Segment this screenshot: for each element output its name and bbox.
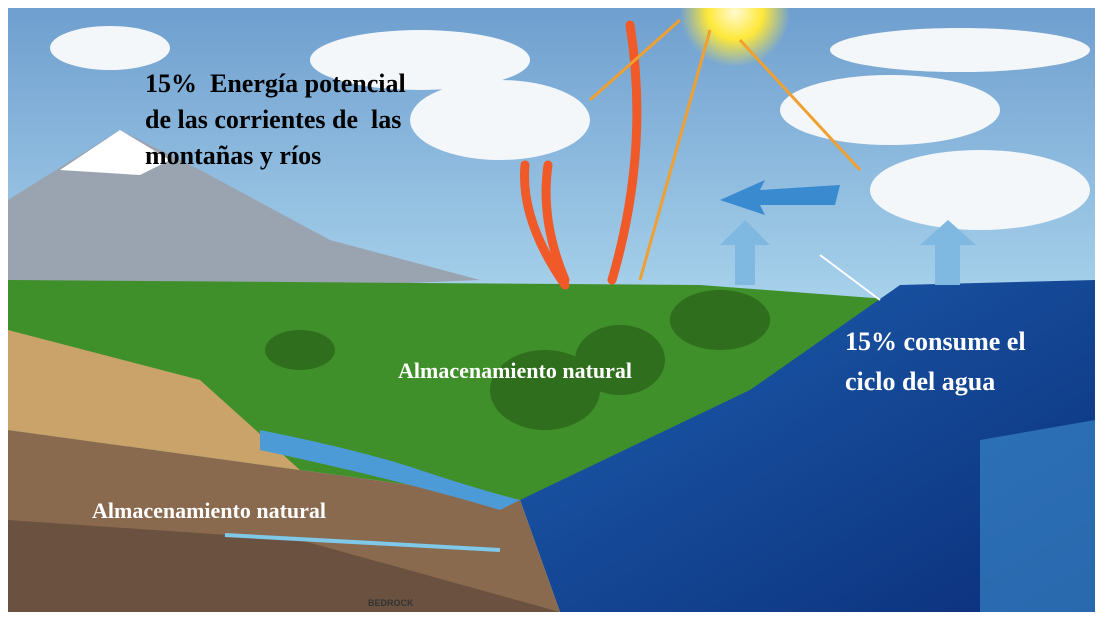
label-line: 15% Energía potencial [145, 69, 406, 98]
label-line: montañas y ríos [145, 141, 321, 170]
label-line: ciclo del agua [845, 367, 995, 396]
label: Almacenamiento natural [92, 498, 326, 523]
ocean-side [980, 420, 1095, 612]
label-line: de las corrientes de las [145, 105, 401, 134]
label-line: 15% consume el [845, 327, 1026, 356]
water-cycle-illustration: 15% Energía potencial de las corrientes … [0, 0, 1106, 619]
bedrock-label: BEDROCK [368, 598, 414, 608]
label: Almacenamiento natural [398, 358, 632, 383]
